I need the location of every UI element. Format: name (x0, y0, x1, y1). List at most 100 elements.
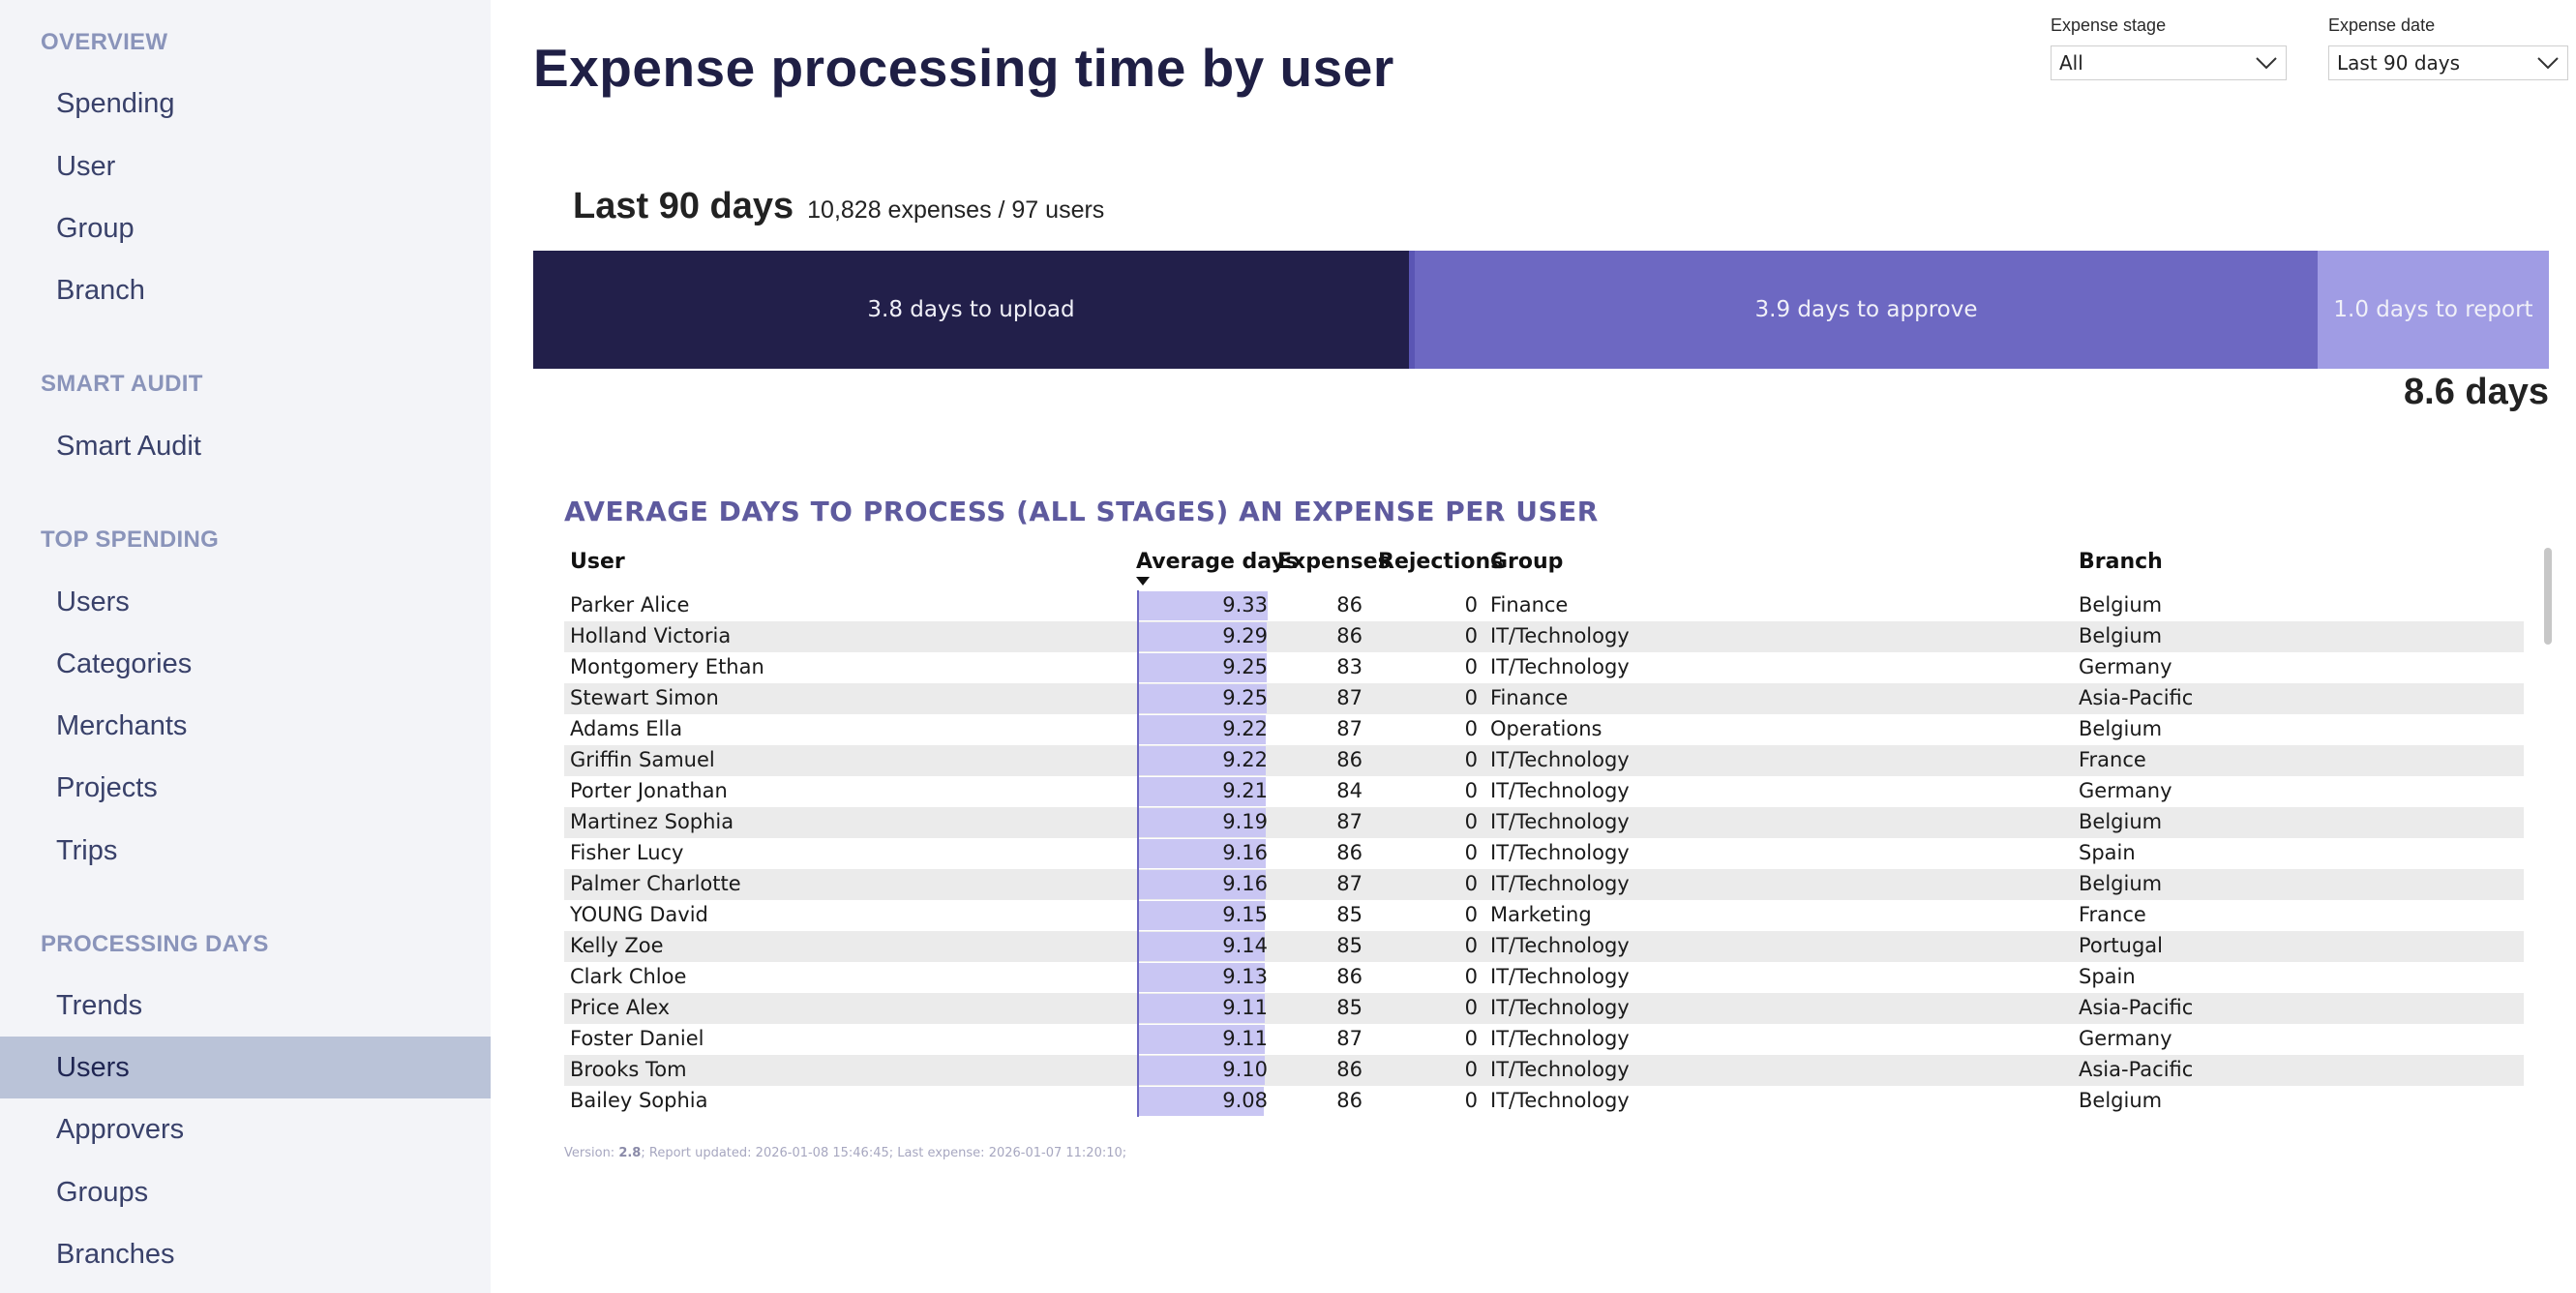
cell-average-days: 9.22 (1137, 714, 1268, 745)
cell-branch: Belgium (2079, 717, 2163, 740)
nav-item-processing-users[interactable]: Users (0, 1037, 491, 1098)
average-days-axis (1137, 962, 1139, 993)
cell-average-days: 9.33 (1137, 590, 1268, 621)
cell-branch: France (2079, 903, 2146, 926)
table-row[interactable]: Price Alex 9.11 85 0 IT/Technology Asia-Pacif… (564, 993, 2524, 1024)
user-processing-table: User Average days Expenses Rejections Gr… (564, 542, 2524, 1117)
nav-item-groups[interactable]: Groups (56, 1177, 149, 1208)
cell-expenses: 84 (1336, 779, 1363, 802)
nav-item-trips[interactable]: Trips (56, 835, 118, 866)
nav-item-branches[interactable]: Branches (56, 1239, 175, 1270)
column-header-rejections[interactable]: Rejections (1378, 550, 1504, 574)
column-header-group[interactable]: Group (1490, 550, 1564, 574)
cell-expenses: 87 (1336, 717, 1363, 740)
nav-item-projects[interactable]: Projects (56, 772, 158, 803)
stage-upload-segment[interactable]: 3.8 days to upload (533, 251, 1409, 369)
table-row[interactable]: Palmer Charlotte 9.16 87 0 IT/Technology Belg… (564, 869, 2524, 900)
nav-item-approvers[interactable]: Approvers (56, 1114, 185, 1145)
table-row[interactable]: Brooks Tom 9.10 86 0 IT/Technology Asia-Pacif… (564, 1055, 2524, 1086)
average-days-axis (1137, 776, 1139, 807)
table-row[interactable]: YOUNG David 9.15 85 0 Marketing France (564, 900, 2524, 931)
column-header-expenses[interactable]: Expenses (1277, 550, 1391, 574)
cell-rejections: 0 (1464, 934, 1478, 957)
nav-item-categories[interactable]: Categories (56, 648, 193, 679)
average-days-bar (1137, 808, 1266, 837)
average-days-axis (1137, 683, 1139, 714)
cell-rejections: 0 (1464, 996, 1478, 1019)
cell-user: Kelly Zoe (570, 934, 664, 957)
column-header-branch[interactable]: Branch (2079, 550, 2163, 574)
stage-report-segment[interactable]: 1.0 days to report (2318, 251, 2549, 369)
nav-item-merchants[interactable]: Merchants (56, 710, 188, 741)
average-days-axis (1137, 993, 1139, 1024)
cell-rejections: 0 (1464, 965, 1478, 988)
sidebar: OVERVIEW Spending User Group Branch SMAR… (0, 0, 491, 1293)
nav-item-smart-audit[interactable]: Smart Audit (56, 431, 201, 462)
cell-group: IT/Technology (1490, 1027, 1630, 1050)
table-row[interactable]: Montgomery Ethan 9.25 83 0 IT/Technology Germ… (564, 652, 2524, 683)
average-days-bar (1137, 839, 1266, 868)
sort-descending-icon[interactable] (1136, 577, 1150, 586)
table-row[interactable]: Bailey Sophia 9.08 86 0 IT/Technology Belgium (564, 1086, 2524, 1117)
cell-expenses: 87 (1336, 872, 1363, 895)
cell-branch: Belgium (2079, 624, 2163, 647)
table-row[interactable]: Kelly Zoe 9.14 85 0 IT/Technology Portugal (564, 931, 2524, 962)
cell-user: Brooks Tom (570, 1058, 687, 1081)
footer-version: 2.8 (618, 1146, 642, 1160)
table-row[interactable]: Holland Victoria 9.29 86 0 IT/Technology Belg… (564, 621, 2524, 652)
stage-select[interactable]: All (2051, 45, 2287, 80)
nav-item-group[interactable]: Group (56, 213, 135, 244)
table-row[interactable]: Martinez Sophia 9.19 87 0 IT/Technology Belgi… (564, 807, 2524, 838)
average-days-value: 9.11 (1222, 996, 1268, 1019)
nav-item-trends[interactable]: Trends (56, 990, 143, 1021)
cell-branch: Asia-Pacific (2079, 1058, 2194, 1081)
date-select[interactable]: Last 90 days (2328, 45, 2568, 80)
average-days-bar (1137, 622, 1267, 651)
nav-item-top-users[interactable]: Users (56, 586, 130, 617)
stage-divider (1409, 251, 1415, 369)
cell-branch: Belgium (2079, 593, 2163, 616)
cell-rejections: 0 (1464, 593, 1478, 616)
column-header-user[interactable]: User (570, 550, 625, 574)
table-body: Parker Alice 9.33 86 0 Finance Belgium Holland… (564, 590, 2524, 1117)
cell-rejections: 0 (1464, 810, 1478, 833)
cell-user: Montgomery Ethan (570, 655, 764, 678)
column-header-average-days[interactable]: Average days (1136, 550, 1298, 574)
total-days: 8.6 days (2404, 372, 2549, 412)
stage-approve-segment[interactable]: 3.9 days to approve (1415, 251, 2318, 369)
table-row[interactable]: Adams Ella 9.22 87 0 Operations Belgium (564, 714, 2524, 745)
nav-item-spending[interactable]: Spending (56, 88, 175, 119)
cell-branch: Spain (2079, 841, 2136, 864)
table-row[interactable]: Porter Jonathan 9.21 84 0 IT/Technology Germa… (564, 776, 2524, 807)
table-row[interactable]: Foster Daniel 9.11 87 0 IT/Technology Germany (564, 1024, 2524, 1055)
table-row[interactable]: Fisher Lucy 9.16 86 0 IT/Technology Spain (564, 838, 2524, 869)
table-scrollbar[interactable] (2544, 548, 2552, 645)
cell-branch: Germany (2079, 1027, 2172, 1050)
average-days-value: 9.25 (1222, 686, 1268, 709)
average-days-value: 9.21 (1222, 779, 1268, 802)
cell-branch: Belgium (2079, 872, 2163, 895)
nav-item-user[interactable]: User (56, 151, 116, 182)
cell-expenses: 87 (1336, 810, 1363, 833)
cell-branch: France (2079, 748, 2146, 771)
table-row[interactable]: Clark Chloe 9.13 86 0 IT/Technology Spain (564, 962, 2524, 993)
table-row[interactable]: Parker Alice 9.33 86 0 Finance Belgium (564, 590, 2524, 621)
cell-average-days: 9.13 (1137, 962, 1268, 993)
cell-group: IT/Technology (1490, 1058, 1630, 1081)
table-title: AVERAGE DAYS TO PROCESS (ALL STAGES) AN … (564, 496, 1599, 527)
date-select-value: Last 90 days (2337, 51, 2461, 75)
cell-average-days: 9.25 (1137, 683, 1268, 714)
nav-item-branch[interactable]: Branch (56, 275, 145, 306)
cell-user: Price Alex (570, 996, 671, 1019)
filter-expense-stage: Expense stage All (2051, 15, 2287, 80)
table-row[interactable]: Stewart Simon 9.25 87 0 Finance Asia-Pacific (564, 683, 2524, 714)
table-row[interactable]: Griffin Samuel 9.22 86 0 IT/Technology France (564, 745, 2524, 776)
cell-user: Bailey Sophia (570, 1089, 708, 1112)
average-days-value: 9.10 (1222, 1058, 1268, 1081)
cell-group: IT/Technology (1490, 655, 1630, 678)
period-summary: Last 90 days 10,828 expenses / 97 users (573, 186, 1104, 227)
cell-expenses: 85 (1336, 934, 1363, 957)
cell-branch: Belgium (2079, 810, 2163, 833)
cell-group: IT/Technology (1490, 624, 1630, 647)
filter-label-stage: Expense stage (2051, 15, 2167, 35)
